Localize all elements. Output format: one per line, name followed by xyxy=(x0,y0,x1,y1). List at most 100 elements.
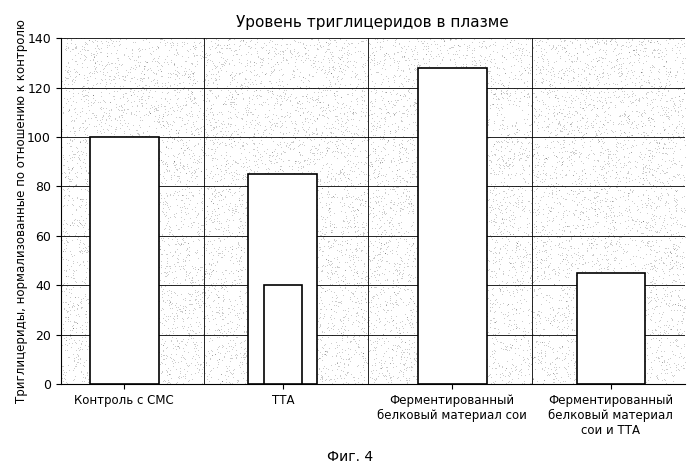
Point xyxy=(390,98,401,106)
Point xyxy=(381,298,392,306)
Point xyxy=(577,114,588,122)
Point xyxy=(442,98,454,106)
Point xyxy=(264,323,275,330)
Point xyxy=(402,107,414,115)
Point xyxy=(615,69,626,76)
Point xyxy=(118,151,129,159)
Point xyxy=(508,152,519,159)
Point xyxy=(652,91,664,98)
Point xyxy=(430,247,441,254)
Point xyxy=(411,187,422,194)
Point xyxy=(267,115,278,123)
Point xyxy=(387,363,398,371)
Point xyxy=(391,109,402,116)
Point xyxy=(625,131,636,138)
Point xyxy=(486,290,498,297)
Point xyxy=(392,122,403,129)
Point xyxy=(121,105,132,113)
Point xyxy=(598,307,610,315)
Point xyxy=(570,107,581,115)
Point xyxy=(573,70,584,78)
Point xyxy=(481,232,492,240)
Point xyxy=(193,366,204,373)
Point xyxy=(130,180,141,188)
Point xyxy=(586,258,597,265)
Point xyxy=(399,260,410,267)
Point xyxy=(493,326,504,333)
Point xyxy=(238,350,249,357)
Point xyxy=(543,270,554,278)
Point xyxy=(512,299,523,306)
Point xyxy=(670,261,681,269)
Point xyxy=(88,203,99,210)
Point xyxy=(308,143,319,150)
Point xyxy=(612,301,623,308)
Point xyxy=(245,240,256,248)
Point xyxy=(302,134,313,142)
Point xyxy=(652,248,663,256)
Point xyxy=(125,370,136,377)
Point xyxy=(395,205,407,212)
Point xyxy=(593,53,604,61)
Point xyxy=(571,190,582,198)
Point xyxy=(495,227,506,234)
Point xyxy=(62,237,73,245)
Point xyxy=(638,261,650,268)
Point xyxy=(369,35,380,43)
Point xyxy=(216,162,227,169)
Point xyxy=(473,67,484,75)
Point xyxy=(323,256,334,264)
Point xyxy=(616,210,627,217)
Point xyxy=(254,153,265,161)
Point xyxy=(587,117,598,124)
Point xyxy=(641,241,652,249)
Point xyxy=(80,55,91,63)
Point xyxy=(345,222,356,230)
Point xyxy=(256,377,267,384)
Point xyxy=(470,61,482,69)
Point xyxy=(461,131,472,139)
Point xyxy=(320,66,331,74)
Point xyxy=(380,347,391,355)
Point xyxy=(233,256,244,263)
Point xyxy=(74,248,85,255)
Point xyxy=(657,91,668,98)
Point xyxy=(391,313,402,320)
Point xyxy=(582,36,594,43)
Point xyxy=(148,374,159,381)
Point xyxy=(277,262,288,270)
Point xyxy=(312,191,323,199)
Point xyxy=(630,142,641,149)
Point xyxy=(657,104,668,111)
Point xyxy=(620,217,631,225)
Point xyxy=(588,134,599,141)
Point xyxy=(280,123,291,130)
Point xyxy=(474,365,485,373)
Point xyxy=(70,44,81,52)
Point xyxy=(206,104,217,112)
Point xyxy=(357,270,368,277)
Point xyxy=(588,366,599,374)
Point xyxy=(369,165,380,172)
Point xyxy=(654,342,666,349)
Point xyxy=(74,138,85,145)
Point xyxy=(290,107,301,114)
Point xyxy=(463,267,475,275)
Point xyxy=(528,286,540,294)
Point xyxy=(357,108,368,116)
Point xyxy=(463,41,475,48)
Point xyxy=(127,241,138,248)
Point xyxy=(561,110,573,118)
Point xyxy=(62,175,74,182)
Point xyxy=(526,221,538,228)
Point xyxy=(320,124,331,131)
Point xyxy=(248,335,260,343)
Point xyxy=(326,121,337,128)
Point xyxy=(111,252,122,260)
Point xyxy=(552,120,564,128)
Point xyxy=(160,281,171,289)
Point xyxy=(110,213,121,221)
Point xyxy=(474,207,485,215)
Point xyxy=(363,309,374,316)
Point xyxy=(117,121,128,128)
